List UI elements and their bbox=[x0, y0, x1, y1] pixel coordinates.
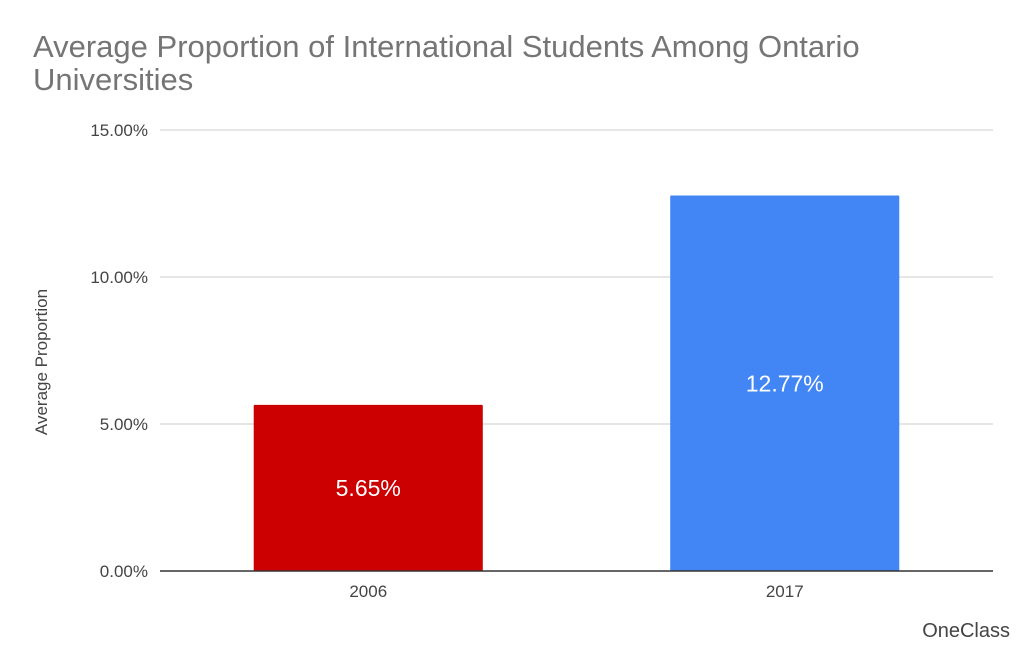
bar-2006 bbox=[253, 404, 483, 571]
axes: 0.00% 5.00% 10.00% 15.00% 2006 2017 bbox=[90, 121, 993, 601]
chart-title: Average Proportion of International Stud… bbox=[33, 29, 860, 97]
oneclass-logo: OneClass bbox=[922, 620, 1010, 642]
bar-2017 bbox=[670, 195, 900, 571]
y-tick-label: 15.00% bbox=[90, 121, 148, 140]
data-label: 12.77% bbox=[746, 370, 824, 396]
bars: 5.65% 12.77% bbox=[253, 195, 900, 571]
x-tick-label: 2017 bbox=[766, 582, 804, 601]
x-tick-label: 2006 bbox=[349, 582, 387, 601]
y-tick-label: 10.00% bbox=[90, 268, 148, 287]
y-tick-label: 0.00% bbox=[100, 562, 148, 581]
data-label: 5.65% bbox=[336, 475, 401, 501]
y-axis-label: Average Proportion bbox=[32, 289, 51, 435]
y-tick-label: 5.00% bbox=[100, 415, 148, 434]
